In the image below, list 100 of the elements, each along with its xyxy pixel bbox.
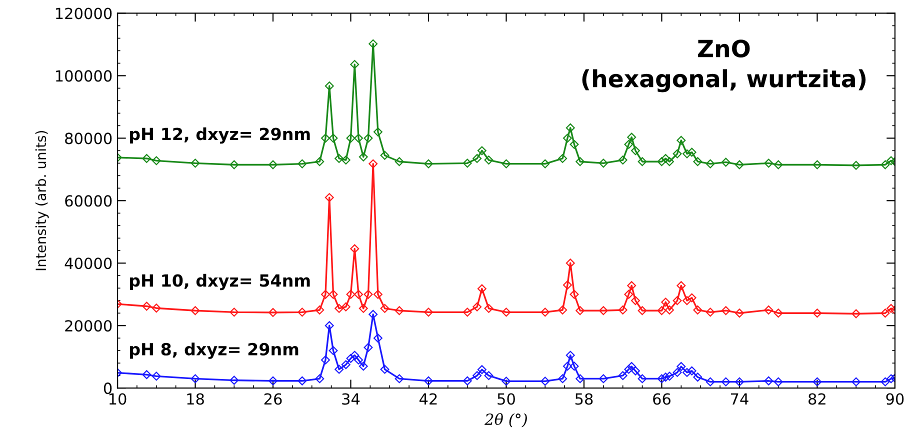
point <box>627 362 636 372</box>
point <box>484 304 494 313</box>
point <box>764 158 774 168</box>
point <box>562 280 572 290</box>
point <box>665 372 674 381</box>
point <box>566 123 575 132</box>
point <box>682 296 692 306</box>
point <box>462 158 472 168</box>
point <box>477 146 486 156</box>
point <box>328 346 338 356</box>
point <box>562 134 572 143</box>
point <box>540 159 550 168</box>
point <box>328 134 338 143</box>
point <box>631 146 640 156</box>
y-tick-label: 80000 <box>65 132 112 144</box>
point <box>618 371 628 380</box>
point <box>661 372 670 382</box>
point <box>672 149 682 158</box>
series-label: pH 8, dxyz= 29nm <box>130 342 298 359</box>
point <box>298 308 307 317</box>
point <box>706 159 715 168</box>
y-tick-label: 120000 <box>56 8 112 20</box>
point <box>424 376 433 386</box>
point <box>672 368 682 377</box>
point <box>657 374 666 384</box>
point <box>368 39 378 48</box>
point <box>676 362 686 372</box>
point <box>321 290 330 299</box>
point <box>812 160 822 170</box>
point <box>321 134 330 143</box>
point <box>324 193 334 202</box>
x-tick-label: 26 <box>264 393 282 405</box>
point <box>346 134 356 143</box>
point <box>682 149 692 158</box>
point <box>341 302 350 312</box>
point <box>886 156 895 166</box>
point <box>380 364 390 374</box>
x-tick-label: 50 <box>498 393 515 405</box>
point <box>721 158 730 167</box>
point <box>624 364 634 374</box>
point <box>350 350 360 360</box>
point <box>540 308 550 317</box>
point <box>558 374 568 384</box>
point <box>734 377 744 386</box>
point <box>576 306 585 316</box>
point <box>570 290 579 299</box>
x-tick-label: 34 <box>342 393 360 405</box>
point <box>142 370 152 380</box>
x-tick-label: 90 <box>886 393 904 405</box>
point <box>734 160 744 170</box>
point <box>676 136 686 145</box>
annotation: ZnO (hexagonal, wurtzita) <box>582 40 866 92</box>
x-tick-label: 74 <box>731 393 748 405</box>
point <box>477 365 486 374</box>
point <box>354 290 364 299</box>
point <box>706 308 715 317</box>
x-tick-label: 18 <box>187 393 204 405</box>
point <box>477 284 486 294</box>
point <box>627 132 636 142</box>
point <box>682 368 692 377</box>
point <box>373 290 382 299</box>
point <box>472 302 482 312</box>
point <box>230 308 239 317</box>
point <box>576 374 585 384</box>
point <box>774 377 783 386</box>
point <box>687 366 696 376</box>
point <box>190 306 200 316</box>
point <box>358 152 368 162</box>
point <box>566 258 575 268</box>
point <box>334 364 344 374</box>
x-tick-label: 10 <box>109 393 126 405</box>
point <box>341 360 350 370</box>
point <box>268 308 278 317</box>
point <box>687 148 696 157</box>
point <box>230 160 239 170</box>
x-tick-label: 82 <box>808 393 826 405</box>
point <box>268 160 278 170</box>
point <box>315 374 324 384</box>
point <box>364 290 373 299</box>
point <box>665 306 674 314</box>
point <box>346 290 356 299</box>
point <box>880 377 890 386</box>
point <box>152 156 161 166</box>
point <box>394 374 404 384</box>
point <box>354 134 364 143</box>
point <box>627 281 636 290</box>
point <box>693 372 702 382</box>
point <box>373 334 382 343</box>
point <box>631 366 640 376</box>
point <box>880 160 890 170</box>
point <box>394 306 404 316</box>
x-tick-label: 58 <box>575 393 593 405</box>
point <box>315 306 324 314</box>
point <box>618 156 628 165</box>
point <box>472 371 482 380</box>
point <box>472 154 482 163</box>
point <box>852 309 861 318</box>
point <box>618 306 628 314</box>
point <box>774 160 783 170</box>
point <box>424 308 433 317</box>
